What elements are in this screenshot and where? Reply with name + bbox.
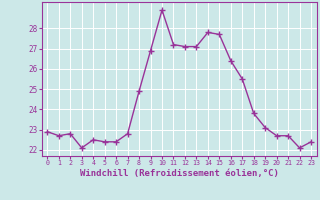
X-axis label: Windchill (Refroidissement éolien,°C): Windchill (Refroidissement éolien,°C) [80,169,279,178]
